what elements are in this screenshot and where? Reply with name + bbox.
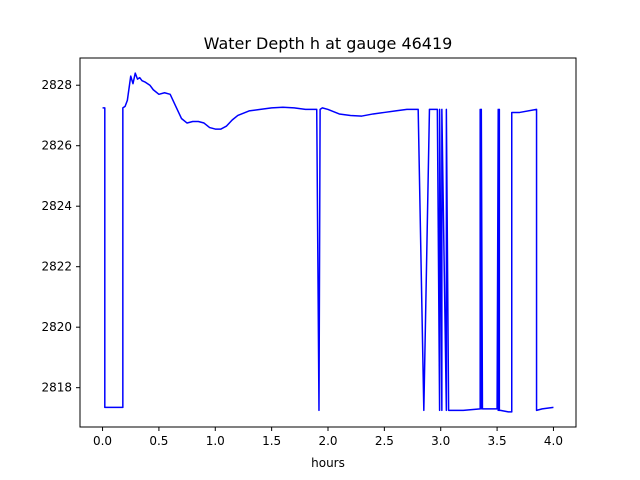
x-tick-label: 3.0 xyxy=(431,434,450,448)
y-tick-label: 2818 xyxy=(41,381,72,395)
series-line-0 xyxy=(102,72,554,413)
x-tick-label: 0.0 xyxy=(93,434,112,448)
y-tick-label: 2828 xyxy=(41,78,72,92)
y-tick-label: 2820 xyxy=(41,320,72,334)
plot-area xyxy=(102,72,554,413)
chart-title: Water Depth h at gauge 46419 xyxy=(204,34,453,53)
axes: 0.0 0.5 1.0 1.5 2.0 2.5 3.0 3.5 4.0 2818 2820 2822 2… xyxy=(41,57,577,448)
x-tick-label: 2.5 xyxy=(375,434,394,448)
x-tick-label: 4.0 xyxy=(544,434,563,448)
y-tick-label: 2826 xyxy=(41,139,72,153)
x-tick-label: 1.0 xyxy=(206,434,225,448)
x-tick-label: 2.0 xyxy=(318,434,337,448)
x-axis-label: hours xyxy=(311,456,345,470)
x-tick-label: 3.5 xyxy=(488,434,507,448)
x-tick-label: 1.5 xyxy=(262,434,281,448)
y-tick-label: 2824 xyxy=(41,199,72,213)
y-tick-label: 2822 xyxy=(41,260,72,274)
x-tick-label: 0.5 xyxy=(149,434,168,448)
